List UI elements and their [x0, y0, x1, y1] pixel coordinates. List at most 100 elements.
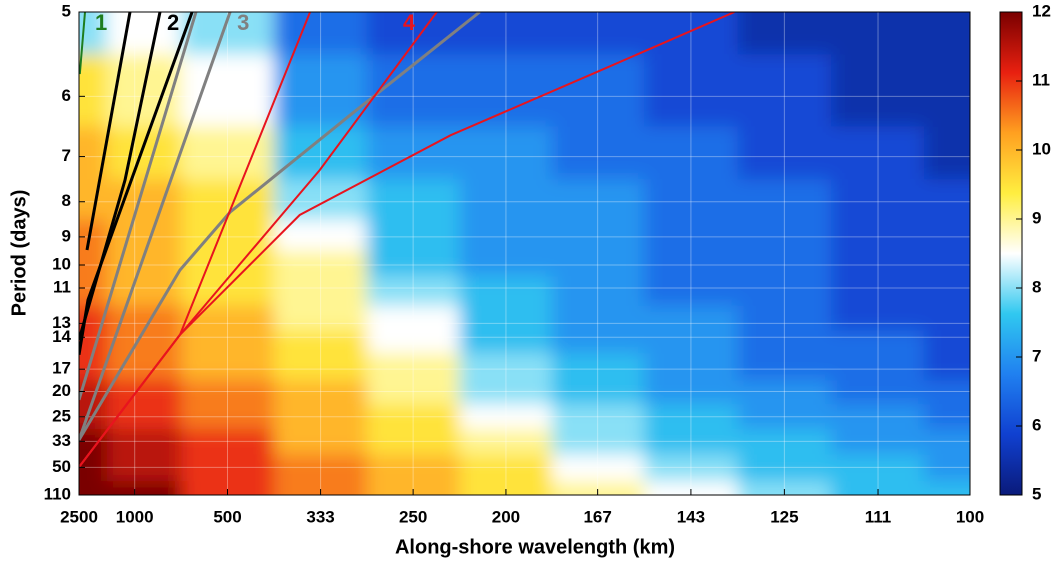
contour-cell	[366, 179, 461, 220]
contour-cell	[644, 179, 739, 220]
contour-cell	[106, 353, 182, 381]
contour-cell	[106, 12, 182, 55]
contour-cell	[737, 126, 832, 180]
mode-label: 1	[95, 10, 107, 35]
x-tick-label: 2500	[60, 507, 98, 526]
y-tick-label: 50	[52, 457, 71, 476]
x-tick-label: 111	[865, 507, 892, 526]
contour-cell	[644, 404, 739, 430]
contour-cell	[644, 481, 739, 495]
y-tick-label: 7	[62, 146, 71, 165]
contour-cell	[644, 454, 739, 482]
contour-cell	[366, 250, 461, 277]
contour-cell	[644, 305, 739, 331]
contour-cell	[459, 179, 553, 220]
contour-cell	[737, 54, 832, 127]
contour-cell	[737, 353, 832, 381]
colorbar-tick-label: 9	[1032, 208, 1041, 227]
contour-cell	[644, 380, 739, 405]
contour-cell	[366, 219, 461, 252]
contour-cell	[831, 353, 925, 381]
contour-cell	[459, 305, 553, 331]
y-tick-label: 110	[44, 484, 71, 503]
contour-cell	[106, 454, 182, 482]
contour-cell	[181, 54, 275, 127]
contour-cell	[274, 454, 368, 482]
dispersion-curve	[79, 12, 232, 441]
y-tick-label: 20	[52, 381, 71, 400]
y-axis-label: Period (days)	[8, 190, 30, 317]
contour-cell	[274, 404, 368, 430]
contour-cell	[459, 54, 553, 127]
contour-cell	[274, 481, 368, 495]
contour-cell	[551, 330, 645, 354]
contour-cell	[644, 276, 739, 307]
contour-cell	[459, 353, 553, 381]
contour-cell	[106, 380, 182, 405]
contour-cell	[366, 404, 461, 430]
contour-cell	[79, 54, 108, 127]
contour-cell	[831, 454, 925, 482]
dispersion-curve	[79, 12, 194, 356]
contour-cell	[274, 12, 368, 55]
contour-cell	[924, 330, 970, 354]
colorbar-tick-label: 7	[1032, 346, 1041, 365]
contour-cell	[459, 12, 553, 55]
contour-cell	[924, 126, 970, 180]
contour-cell	[737, 250, 832, 277]
dispersion-curve	[85, 12, 132, 251]
contour-cell	[551, 54, 645, 127]
contour-cell	[459, 380, 553, 405]
contour-cell	[924, 380, 970, 405]
plot-frame	[78, 11, 971, 496]
contour-cell	[459, 219, 553, 252]
contour-cell	[551, 305, 645, 331]
contour-cell	[831, 305, 925, 331]
y-tick-label: 5	[62, 1, 71, 20]
contour-cell	[366, 276, 461, 307]
contour-cell	[106, 276, 182, 307]
contour-cell	[551, 404, 645, 430]
contour-cell	[181, 380, 275, 405]
contour-cell	[924, 404, 970, 430]
y-tick-label: 6	[62, 86, 71, 105]
x-tick-label: 100	[956, 507, 984, 526]
contour-cell	[831, 276, 925, 307]
contour-cell	[181, 353, 275, 381]
contour-cell	[831, 179, 925, 220]
colorbar-tick-label: 6	[1032, 415, 1041, 434]
contour-cell	[831, 330, 925, 354]
contour-cell	[274, 250, 368, 277]
contour-cell	[644, 353, 739, 381]
x-tick-label: 500	[213, 507, 241, 526]
dispersion-curve	[79, 12, 86, 75]
colorbar-tick-label: 10	[1032, 139, 1051, 158]
contour-cell	[831, 219, 925, 252]
y-tick-label: 10	[52, 254, 71, 273]
colorbar	[999, 11, 1023, 496]
contour-cell	[644, 12, 739, 55]
dispersion-curve	[79, 12, 198, 401]
contour-cell	[831, 404, 925, 430]
contour-cell	[644, 250, 739, 277]
y-tick-label: 9	[62, 226, 71, 245]
contour-cell	[644, 330, 739, 354]
contour-cell	[79, 454, 108, 482]
contour-cell	[79, 330, 108, 354]
contour-cell	[366, 429, 461, 455]
y-tick-label: 33	[52, 431, 71, 450]
contour-cell	[924, 179, 970, 220]
mode-label: 4	[403, 10, 416, 35]
contour-cell	[106, 126, 182, 180]
contour-cell	[366, 330, 461, 354]
contour-cell	[551, 481, 645, 495]
contour-cell	[366, 380, 461, 405]
contour-cell	[181, 219, 275, 252]
contour-cell	[459, 454, 553, 482]
mode-label: 2	[167, 10, 179, 35]
contour-cell	[644, 219, 739, 252]
contour-cell	[644, 126, 739, 180]
contour-cell	[274, 305, 368, 331]
contour-cell	[924, 429, 970, 455]
x-tick-label: 143	[677, 507, 705, 526]
